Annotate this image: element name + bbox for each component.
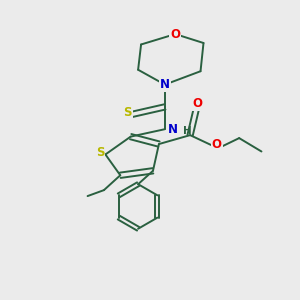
Text: N: N [160, 78, 170, 91]
Text: H: H [183, 126, 192, 136]
Text: S: S [124, 106, 132, 119]
Text: S: S [96, 146, 104, 160]
Text: N: N [168, 123, 178, 136]
Text: O: O [212, 138, 222, 151]
Text: O: O [170, 28, 180, 40]
Text: O: O [193, 98, 202, 110]
